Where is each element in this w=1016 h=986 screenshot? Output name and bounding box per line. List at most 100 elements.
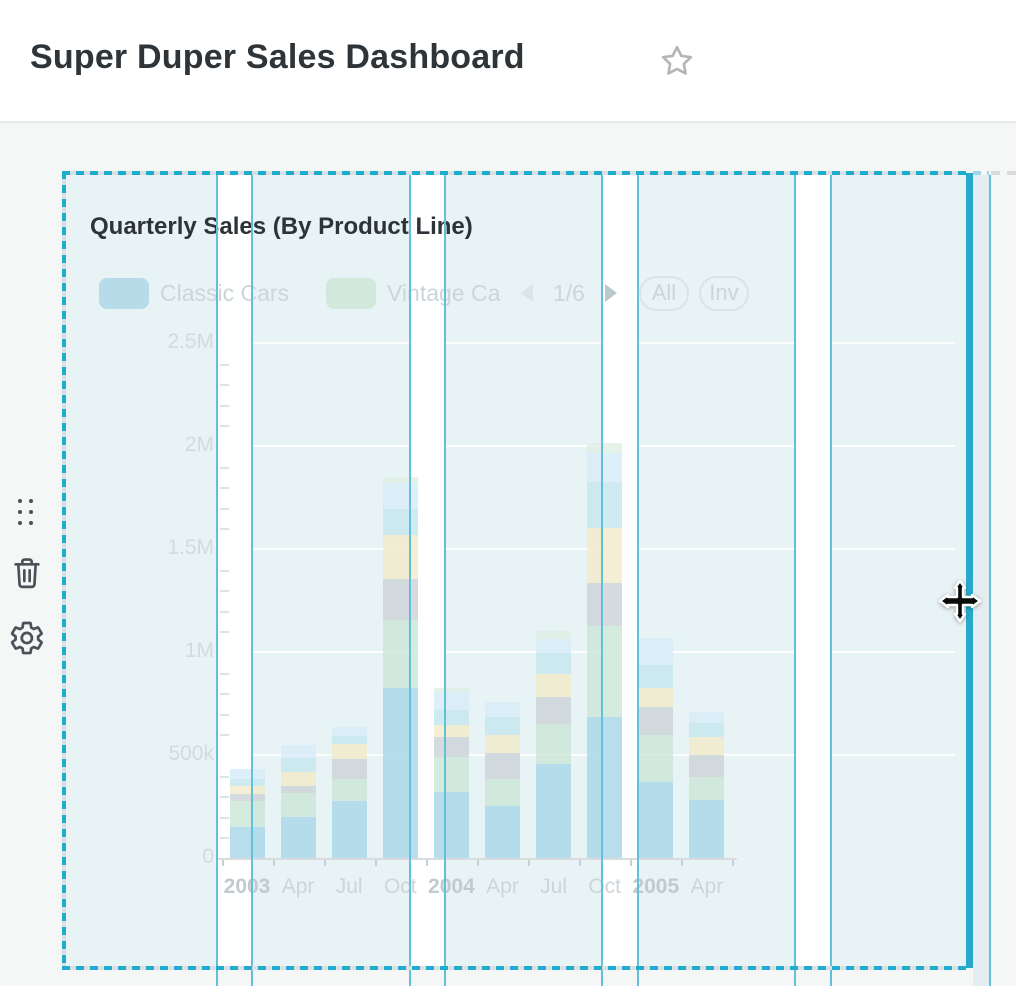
gridline (217, 445, 955, 447)
bar-segment[interactable] (587, 626, 623, 718)
bar-segment[interactable] (485, 702, 520, 718)
bar-segment[interactable] (536, 674, 572, 698)
star-icon[interactable] (659, 43, 695, 79)
gear-icon[interactable] (9, 618, 45, 658)
bar-segment[interactable] (331, 778, 367, 801)
stacked-bar-chart[interactable]: 0 500k 1M 1.5M 2M 2.5M 2003 Apr Jul Oct 2004 Apr Jul… (62, 175, 966, 968)
bar-segment[interactable] (485, 717, 520, 736)
bar-segment[interactable] (689, 722, 725, 737)
bar-segment[interactable] (433, 710, 469, 726)
bar-segment[interactable] (536, 653, 572, 675)
y-axis-minor-tick (220, 384, 229, 387)
bar-segment[interactable] (229, 801, 265, 828)
bar-segment[interactable] (587, 717, 623, 858)
bar-segment[interactable] (331, 800, 367, 858)
bar-segment[interactable] (433, 757, 469, 793)
trash-icon[interactable] (11, 553, 43, 593)
bar-segment[interactable] (536, 724, 572, 765)
bar-segment[interactable] (280, 744, 316, 758)
bar-segment[interactable] (331, 758, 367, 779)
y-axis-minor-tick (220, 837, 229, 840)
x-axis-tick (425, 860, 428, 866)
bar-segment[interactable] (229, 827, 265, 858)
card-selection-border-left (62, 171, 66, 970)
bar-segment[interactable] (638, 781, 674, 858)
x-axis-label: 2004 (428, 875, 475, 898)
bar-segment[interactable] (587, 482, 623, 528)
bar-segment[interactable] (382, 688, 418, 858)
x-axis-tick (323, 860, 326, 866)
bar-segment[interactable] (536, 697, 572, 725)
y-axis-minor-tick (220, 796, 229, 799)
grid-guide-line (794, 175, 796, 986)
bar-segment[interactable] (229, 786, 265, 795)
bar-segment[interactable] (280, 771, 316, 786)
gridline (217, 651, 955, 653)
bar-segment[interactable] (536, 639, 572, 654)
grid-guide-line (601, 175, 603, 986)
x-axis-tick (272, 860, 275, 866)
bar-segment[interactable] (280, 792, 316, 817)
bar-segment[interactable] (382, 620, 418, 689)
chevron-right-icon[interactable] (599, 281, 621, 305)
bar-segment[interactable] (433, 792, 469, 858)
x-axis-label: 2005 (632, 875, 680, 898)
bar-segment[interactable] (433, 737, 469, 758)
bar-segment[interactable] (280, 817, 316, 858)
legend-label: Classic Cars (160, 279, 290, 306)
bar-segment[interactable] (229, 769, 265, 780)
page-title[interactable]: Super Duper Sales Dashboard (30, 38, 525, 76)
move-cursor-icon (938, 579, 982, 623)
bar-segment[interactable] (536, 764, 572, 858)
legend-invert-button[interactable]: Inv (698, 275, 749, 311)
bar-segment[interactable] (638, 664, 674, 689)
legend-item[interactable]: Vintage Ca (326, 277, 505, 309)
bar-segment[interactable] (689, 711, 725, 723)
bar-segment[interactable] (485, 753, 520, 780)
legend-all-button[interactable]: All (638, 275, 689, 311)
bar-segment[interactable] (382, 477, 418, 484)
y-axis-minor-tick (220, 425, 229, 428)
y-axis-label: 2M (184, 433, 214, 456)
bar-segment[interactable] (280, 785, 316, 793)
bar-segment[interactable] (382, 534, 418, 580)
bar-segment[interactable] (638, 735, 674, 782)
bar-segment[interactable] (587, 442, 623, 453)
x-axis-line (217, 858, 737, 860)
bar-segment[interactable] (331, 735, 367, 744)
bar-segment[interactable] (229, 779, 265, 787)
bar-segment[interactable] (689, 754, 725, 777)
bar-segment[interactable] (382, 579, 418, 621)
bar-segment[interactable] (536, 630, 572, 640)
bar-segment[interactable] (485, 806, 520, 858)
bar-segment[interactable] (382, 509, 418, 535)
bar-segment[interactable] (485, 735, 520, 754)
bar-segment[interactable] (382, 483, 418, 510)
bar-segment[interactable] (638, 707, 674, 736)
bar-segment[interactable] (587, 582, 623, 627)
bar-segment[interactable] (689, 776, 725, 800)
bar-segment[interactable] (229, 794, 265, 802)
chevron-left-icon[interactable] (517, 281, 539, 305)
bar-segment[interactable] (433, 725, 469, 738)
x-axis-label: Apr (281, 875, 315, 898)
dashcard-quarterly-sales[interactable]: Quarterly Sales (By Product Line) Classi… (62, 175, 966, 968)
bar-segment[interactable] (280, 757, 316, 772)
grid-guide-line (409, 175, 411, 986)
bar-segment[interactable] (331, 743, 367, 759)
bar-segment[interactable] (433, 692, 469, 711)
bar-segment[interactable] (689, 736, 725, 755)
bar-segment[interactable] (485, 779, 520, 807)
bar-segment[interactable] (689, 799, 725, 858)
bar-segment[interactable] (587, 527, 623, 583)
bar-segment[interactable] (331, 726, 367, 736)
card-resize-edge-right[interactable] (966, 173, 973, 968)
card-title: Quarterly Sales (By Product Line) (90, 213, 473, 240)
bar-segment[interactable] (587, 453, 623, 483)
bar-segment[interactable] (433, 688, 469, 693)
grid-guide-line (444, 175, 446, 986)
bar-segment[interactable] (638, 637, 674, 665)
legend-item[interactable]: Classic Cars (99, 277, 300, 309)
drag-handle-icon[interactable] (18, 499, 38, 527)
bar-segment[interactable] (638, 688, 674, 707)
